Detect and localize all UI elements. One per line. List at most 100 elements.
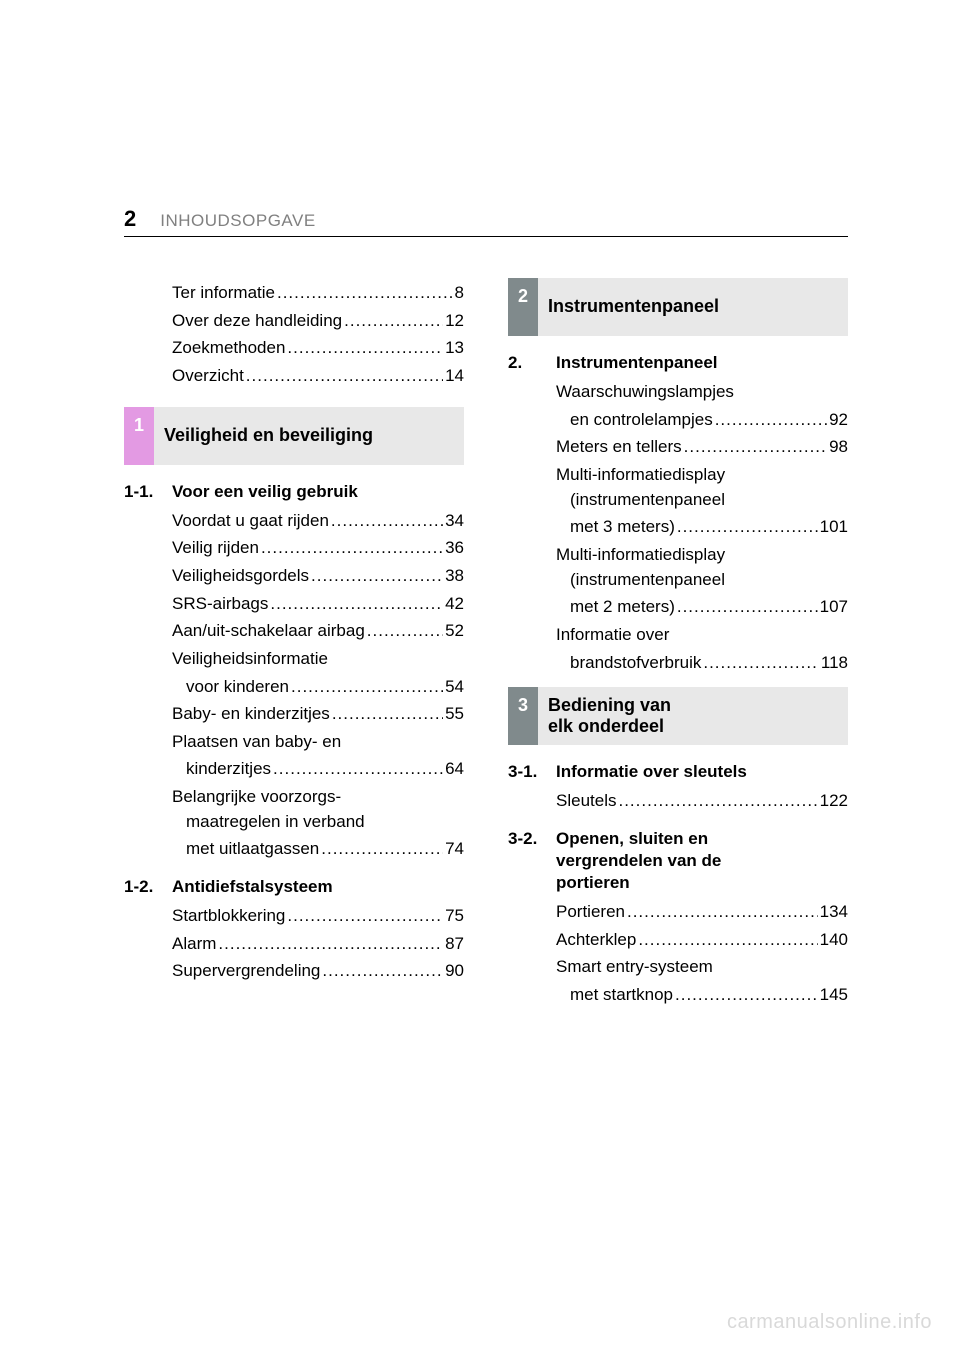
section-number: 1-2. xyxy=(124,876,162,898)
page-number: 2 xyxy=(124,206,136,232)
toc-entry-page: 145 xyxy=(820,983,848,1008)
toc-entry-page: 101 xyxy=(820,515,848,540)
toc-entry-label: Overzicht xyxy=(172,364,244,389)
leader-dots xyxy=(331,509,443,534)
toc-entry: Veiligheidsgordels 38 xyxy=(124,564,464,589)
toc-entry-page: 34 xyxy=(445,509,464,534)
section-number: 3-2. xyxy=(508,828,546,894)
toc-entry-line: (instrumentenpaneel xyxy=(556,568,848,593)
toc-entry-line: maatregelen in verband xyxy=(172,810,464,835)
chapter-number: 2 xyxy=(508,278,538,336)
toc-entry-label: Veilig rijden xyxy=(172,536,259,561)
toc-entry: Supervergrendeling 90 xyxy=(124,959,464,984)
toc-entry-page: 36 xyxy=(445,536,464,561)
toc-entry-line: Multi-informatiedisplay xyxy=(556,543,848,568)
leader-dots xyxy=(270,592,443,617)
toc-entry-page: 8 xyxy=(455,281,464,306)
section-title: Voor een veilig gebruik xyxy=(172,481,464,503)
section-heading: 1-1. Voor een veilig gebruik xyxy=(124,481,464,503)
section-heading: 3-1. Informatie over sleutels xyxy=(508,761,848,783)
toc-entry: Sleutels 122 xyxy=(508,789,848,814)
toc-entry-line: Informatie over xyxy=(556,623,848,648)
toc-entry-line: met startknop xyxy=(570,983,673,1008)
toc-entry-page: 54 xyxy=(445,675,464,700)
toc-entry: Alarm 87 xyxy=(124,932,464,957)
chapter-title: Instrumentenpaneel xyxy=(538,278,848,336)
page-header: 2 INHOUDSOPGAVE xyxy=(124,206,836,232)
toc-entry-line: met uitlaatgassen xyxy=(186,837,319,862)
toc-entry-page: 55 xyxy=(445,702,464,727)
leader-dots xyxy=(677,515,818,540)
toc-entry-page: 52 xyxy=(445,619,464,644)
toc-entry: Startblokkering 75 xyxy=(124,904,464,929)
toc-entry: Achterklep 140 xyxy=(508,928,848,953)
toc-entry: Veiligheidsinformatie voor kinderen 54 xyxy=(124,647,464,699)
toc-entry-line: voor kinderen xyxy=(186,675,289,700)
toc-entry: Smart entry-systeem met startknop 145 xyxy=(508,955,848,1007)
toc-entry: Portieren 134 xyxy=(508,900,848,925)
leader-dots xyxy=(675,983,818,1008)
toc-entry: Aan/uit-schakelaar airbag 52 xyxy=(124,619,464,644)
chapter-title: Veiligheid en beveiliging xyxy=(154,407,464,465)
toc-entry-page: 107 xyxy=(820,595,848,620)
leader-dots xyxy=(715,408,827,433)
toc-entry-page: 12 xyxy=(445,309,464,334)
toc-columns: Ter informatie 8 Over deze handleiding 1… xyxy=(124,278,848,1011)
leader-dots xyxy=(677,595,818,620)
toc-entry-page: 90 xyxy=(445,959,464,984)
toc-entry-page: 38 xyxy=(445,564,464,589)
toc-entry-label: Alarm xyxy=(172,932,216,957)
toc-entry-label: Veiligheidsgordels xyxy=(172,564,309,589)
leader-dots xyxy=(638,928,817,953)
chapter-title: Bediening van elk onderdeel xyxy=(538,687,848,745)
header-title: INHOUDSOPGAVE xyxy=(160,211,315,231)
section-heading: 1-2. Antidiefstalsysteem xyxy=(124,876,464,898)
leader-dots xyxy=(287,904,443,929)
leader-dots xyxy=(291,675,443,700)
toc-entry-page: 87 xyxy=(445,932,464,957)
leader-dots xyxy=(618,789,817,814)
toc-entry: Baby- en kinderzitjes 55 xyxy=(124,702,464,727)
toc-entry: Zoekmethoden 13 xyxy=(124,336,464,361)
toc-entry: Waarschuwingslampjes en controlelampjes … xyxy=(508,380,848,432)
column-right: 2 Instrumentenpaneel 2. Instrumentenpane… xyxy=(508,278,848,1011)
toc-entry-label: Portieren xyxy=(556,900,625,925)
section-number: 2. xyxy=(508,352,546,374)
leader-dots xyxy=(344,309,443,334)
column-left: Ter informatie 8 Over deze handleiding 1… xyxy=(124,278,464,1011)
toc-entry: Over deze handleiding 12 xyxy=(124,309,464,334)
toc-entry-page: 92 xyxy=(829,408,848,433)
leader-dots xyxy=(218,932,443,957)
section-title: Antidiefstalsysteem xyxy=(172,876,464,898)
toc-entry-line: Smart entry-systeem xyxy=(556,955,848,980)
toc-entry: Informatie over brandstofverbruik 118 xyxy=(508,623,848,675)
section-number: 3-1. xyxy=(508,761,546,783)
leader-dots xyxy=(287,336,443,361)
toc-entry-page: 13 xyxy=(445,336,464,361)
toc-entry-line: brandstofverbruik xyxy=(570,651,701,676)
chapter-number: 1 xyxy=(124,407,154,465)
leader-dots xyxy=(311,564,443,589)
toc-entry-label: Ter informatie xyxy=(172,281,275,306)
chapter-bar-3: 3 Bediening van elk onderdeel xyxy=(508,687,848,745)
section-heading: 2. Instrumentenpaneel xyxy=(508,352,848,374)
toc-entry-page: 14 xyxy=(445,364,464,389)
section-title-line: Openen, sluiten en xyxy=(556,829,708,848)
toc-entry-label: Startblokkering xyxy=(172,904,285,929)
leader-dots xyxy=(627,900,818,925)
leader-dots xyxy=(261,536,443,561)
section-title-line: vergrendelen van de xyxy=(556,851,721,870)
chapter-title-text: Veiligheid en beveiliging xyxy=(164,425,454,447)
toc-entry: Multi-informatiedisplay (instrumentenpan… xyxy=(508,463,848,540)
leader-dots xyxy=(367,619,443,644)
chapter-bar-2: 2 Instrumentenpaneel xyxy=(508,278,848,336)
toc-entry: Multi-informatiedisplay (instrumentenpan… xyxy=(508,543,848,620)
toc-entry-label: Over deze handleiding xyxy=(172,309,342,334)
leader-dots xyxy=(703,651,819,676)
section-number: 1-1. xyxy=(124,481,162,503)
toc-entry: Overzicht 14 xyxy=(124,364,464,389)
toc-entry-line: (instrumentenpaneel xyxy=(556,488,848,513)
chapter-bar-1: 1 Veiligheid en beveiliging xyxy=(124,407,464,465)
toc-entry: SRS-airbags 42 xyxy=(124,592,464,617)
toc-entry: Voordat u gaat rijden 34 xyxy=(124,509,464,534)
